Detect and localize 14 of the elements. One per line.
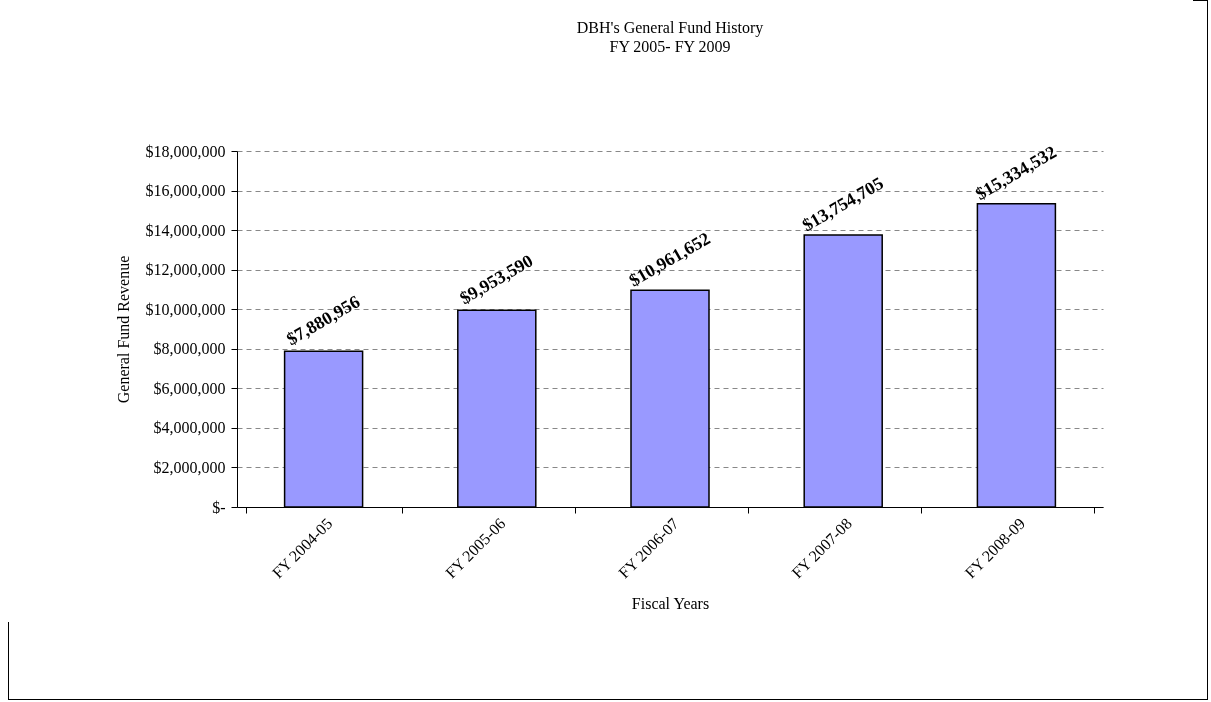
y-tick-label: $18,000,000 xyxy=(145,142,226,160)
y-tick-label: $6,000,000 xyxy=(153,379,226,397)
y-tick-label: $16,000,000 xyxy=(145,182,226,200)
y-axis-title: General Fund Revenue xyxy=(114,255,132,404)
y-tick-label: $12,000,000 xyxy=(145,261,226,279)
y-tick-label: $- xyxy=(212,498,226,516)
y-tick-label: $2,000,000 xyxy=(153,458,226,476)
chart-title: DBH's General Fund History xyxy=(576,19,764,37)
y-tick-label: $4,000,000 xyxy=(153,419,226,437)
x-axis-title: Fiscal Years xyxy=(631,594,710,612)
y-tick-label: $8,000,000 xyxy=(153,340,226,358)
chart-subtitle: FY 2005- FY 2009 xyxy=(609,38,731,55)
y-tick-label: $14,000,000 xyxy=(145,221,226,239)
y-tick-label: $10,000,000 xyxy=(145,300,226,318)
